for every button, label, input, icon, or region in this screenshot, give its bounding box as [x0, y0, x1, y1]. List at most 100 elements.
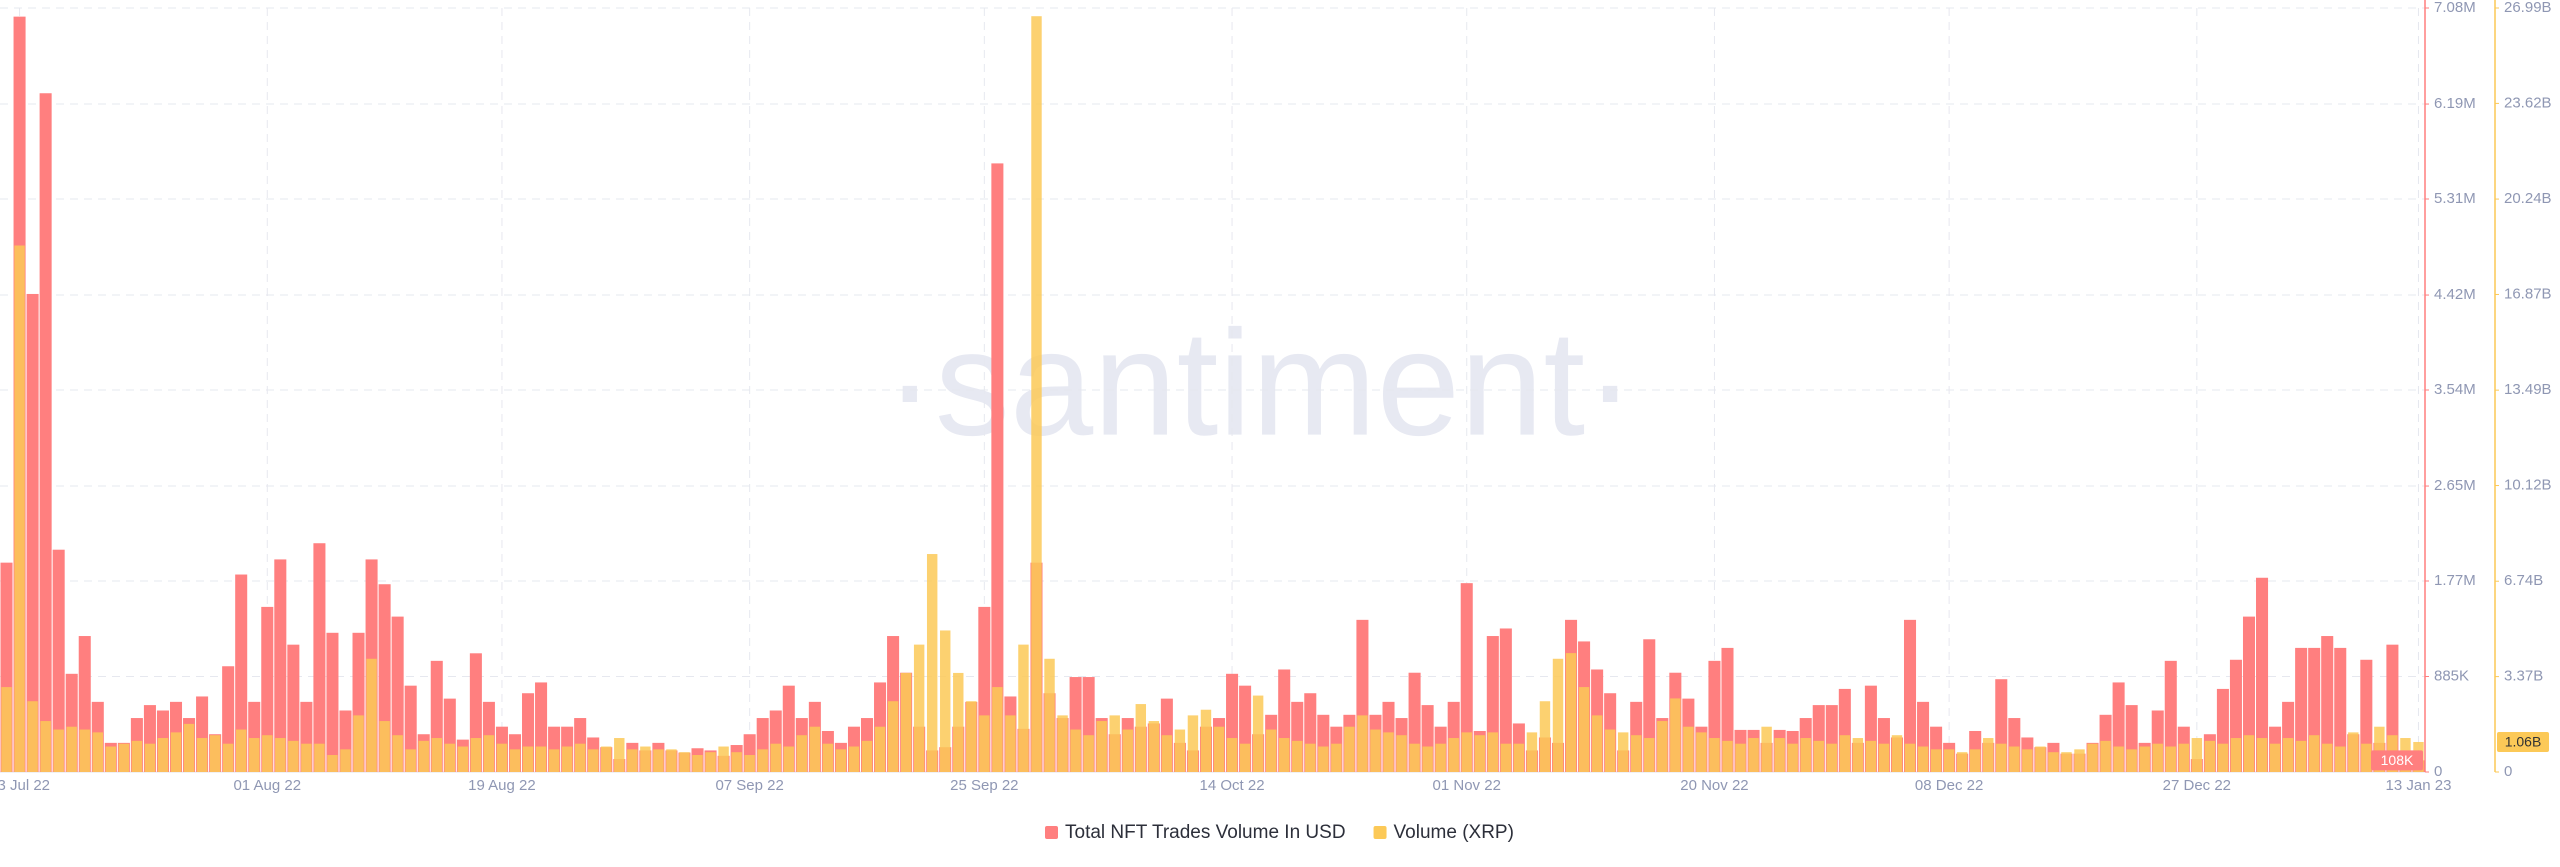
bar [1, 687, 12, 772]
bar [1200, 709, 1212, 772]
x-tick-label: 20 Nov 22 [1680, 777, 1748, 794]
bar [392, 735, 403, 772]
bar [1800, 738, 1811, 772]
last-value-label: 1.06B [2505, 734, 2542, 750]
bar [1213, 726, 1225, 772]
bar [1174, 729, 1186, 772]
bar [326, 632, 339, 772]
bar [1070, 729, 1081, 772]
y2-tick-label: 10.12B [2504, 477, 2552, 494]
bar [1318, 746, 1329, 772]
bar [1696, 732, 1707, 772]
bar [418, 740, 429, 772]
bar [1383, 732, 1394, 772]
bar [353, 715, 364, 772]
last-value-badge [2371, 750, 2423, 771]
bar [157, 738, 169, 772]
bar [235, 729, 247, 772]
bar [249, 738, 260, 772]
bar [2230, 738, 2242, 772]
bar [288, 740, 299, 772]
bar [431, 738, 442, 772]
bar [1787, 743, 1798, 772]
bar [1852, 738, 1864, 772]
bar [979, 715, 990, 772]
bar [105, 746, 117, 772]
y2-tick-label: 6.74B [2504, 572, 2543, 589]
y2-tick-label: 0 [2504, 763, 2512, 780]
bar [1135, 704, 1147, 772]
y-tick-label: 1.77M [2434, 572, 2476, 589]
bar [366, 658, 377, 772]
y2-tick-label: 26.99B [2504, 0, 2552, 16]
y-tick-label: 2.65M [2434, 477, 2476, 494]
bar [1657, 721, 1668, 772]
y-tick-label: 7.08M [2434, 0, 2476, 16]
bar [1357, 715, 1368, 772]
bar [196, 738, 208, 772]
bar [1331, 743, 1342, 772]
bar [53, 729, 64, 772]
bar [1018, 644, 1029, 772]
bar [1226, 738, 1238, 772]
bar [1044, 658, 1055, 772]
bar [274, 559, 287, 772]
watermark: ·santiment· [885, 299, 1635, 467]
bar [1148, 721, 1160, 772]
bar [2321, 636, 2334, 772]
bar [39, 93, 52, 772]
bar [131, 740, 143, 772]
legend-swatch [1045, 826, 1058, 839]
bar [1422, 746, 1433, 772]
last-value-badge [2497, 731, 2549, 752]
y-tick-label: 5.31M [2434, 190, 2476, 207]
bar [1005, 715, 1016, 772]
bar [92, 732, 103, 772]
bar [27, 701, 38, 772]
bar [183, 723, 195, 772]
bar [496, 743, 508, 772]
bar [900, 672, 912, 772]
bar [2061, 752, 2072, 772]
x-tick-label: 07 Sep 22 [715, 777, 783, 794]
bar [1996, 743, 2007, 772]
bar [2256, 738, 2268, 772]
bar [1409, 743, 1420, 772]
bar [2243, 735, 2255, 772]
x-tick-label: 19 Aug 22 [468, 777, 536, 794]
bar [1631, 735, 1642, 772]
bar [2087, 743, 2098, 772]
bar [209, 735, 221, 772]
bar [1278, 738, 1290, 772]
bar [1878, 743, 1890, 772]
bar [1891, 735, 1903, 772]
bar [1083, 735, 1094, 772]
y2-tick-label: 16.87B [2504, 285, 2552, 302]
bar [457, 746, 469, 772]
bar [235, 574, 248, 772]
bar [913, 644, 925, 772]
bar [861, 740, 873, 772]
bar [1461, 732, 1472, 772]
bar [587, 749, 599, 772]
bar [2295, 740, 2307, 772]
bar [2217, 743, 2229, 772]
bar [262, 735, 273, 772]
bar [744, 755, 755, 772]
x-tick-label: 01 Nov 22 [1433, 777, 1501, 794]
bar [770, 743, 781, 772]
bar [2009, 746, 2020, 772]
bar [2334, 647, 2347, 772]
bar [1499, 628, 1512, 772]
bar [1161, 735, 1173, 772]
bar [1305, 743, 1316, 772]
bar [718, 746, 729, 772]
y-tick-label: 0 [2434, 763, 2442, 780]
bar [1292, 740, 1303, 772]
x-tick-label: 13 Jan 23 [2386, 777, 2452, 794]
bar [2335, 746, 2346, 772]
bar [2074, 749, 2085, 772]
bar [1865, 740, 1877, 772]
bar [1774, 738, 1785, 772]
legend-label: Total NFT Trades Volume In USD [1065, 822, 1346, 843]
